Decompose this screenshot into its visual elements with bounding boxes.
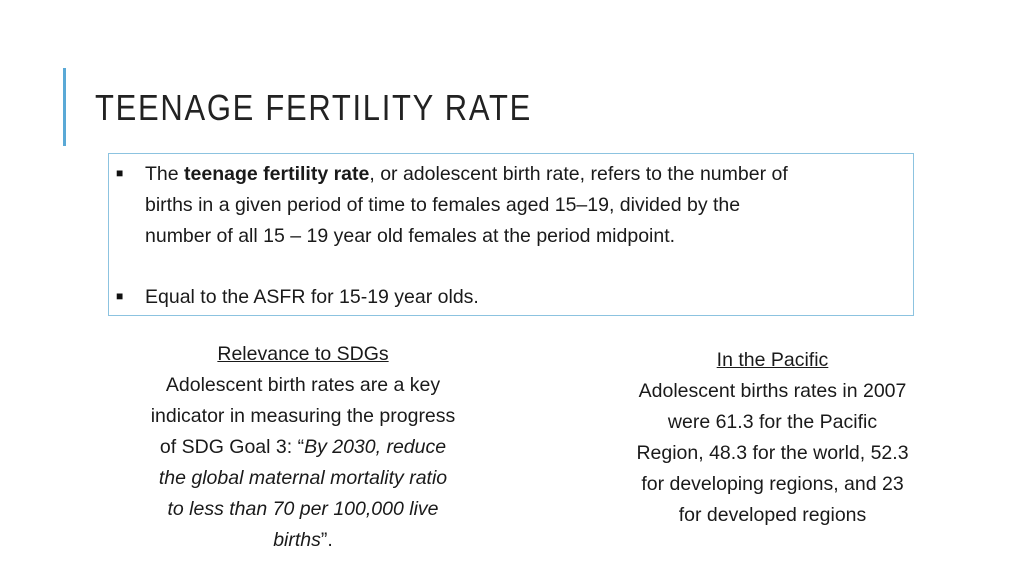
- sdg-line-2: indicator in measuring the progress: [150, 405, 456, 427]
- definition-prefix: The: [145, 163, 185, 185]
- definition-box: [108, 153, 914, 316]
- pacific-line-2: were 61.3 for the Pacific: [667, 411, 878, 433]
- square-bullet-icon: ■: [116, 289, 124, 303]
- page-title: TEENAGE FERTILITY RATE: [95, 87, 532, 128]
- definition-line1-rest: , or adolescent birth rate, refers to th…: [369, 163, 788, 185]
- sdg-line-5: to less than 70 per 100,000 live: [167, 498, 439, 520]
- title-accent-bar: [63, 68, 66, 146]
- pacific-line-4: for developing regions, and 23: [641, 473, 904, 495]
- definition-text: The teenage fertility rate, or adolescen…: [145, 159, 788, 252]
- sdg-line-3-italic: By 2030, reduce: [304, 436, 447, 458]
- pacific-section: In the Pacific Adolescent births rates i…: [600, 345, 945, 531]
- definition-line2: births in a given period of time to fema…: [145, 194, 741, 216]
- sdg-line-3-plain: of SDG Goal 3: “: [159, 436, 305, 458]
- sdg-relevance-section: Relevance to SDGs Adolescent birth rates…: [113, 339, 493, 556]
- sdg-line-3: of SDG Goal 3: “By 2030, reduce: [113, 432, 493, 463]
- pacific-line-1: Adolescent births rates in 2007: [638, 380, 907, 402]
- sdg-line-6-italic: births: [273, 529, 321, 551]
- pacific-line-3: Region, 48.3 for the world, 52.3: [636, 442, 909, 464]
- sdg-line-4: the global maternal mortality ratio: [158, 467, 448, 489]
- sdg-heading: Relevance to SDGs: [217, 343, 389, 365]
- asfr-text: Equal to the ASFR for 15-19 year olds.: [145, 286, 479, 308]
- sdg-line-6-end: ”.: [320, 529, 333, 551]
- sdg-line-1: Adolescent birth rates are a key: [165, 374, 441, 396]
- definition-term: teenage fertility rate: [184, 163, 370, 185]
- pacific-heading: In the Pacific: [716, 349, 829, 371]
- definition-line3: number of all 15 – 19 year old females a…: [145, 225, 676, 247]
- sdg-line-6: births”.: [113, 525, 493, 556]
- pacific-line-5: for developed regions: [678, 504, 867, 526]
- square-bullet-icon: ■: [116, 166, 124, 180]
